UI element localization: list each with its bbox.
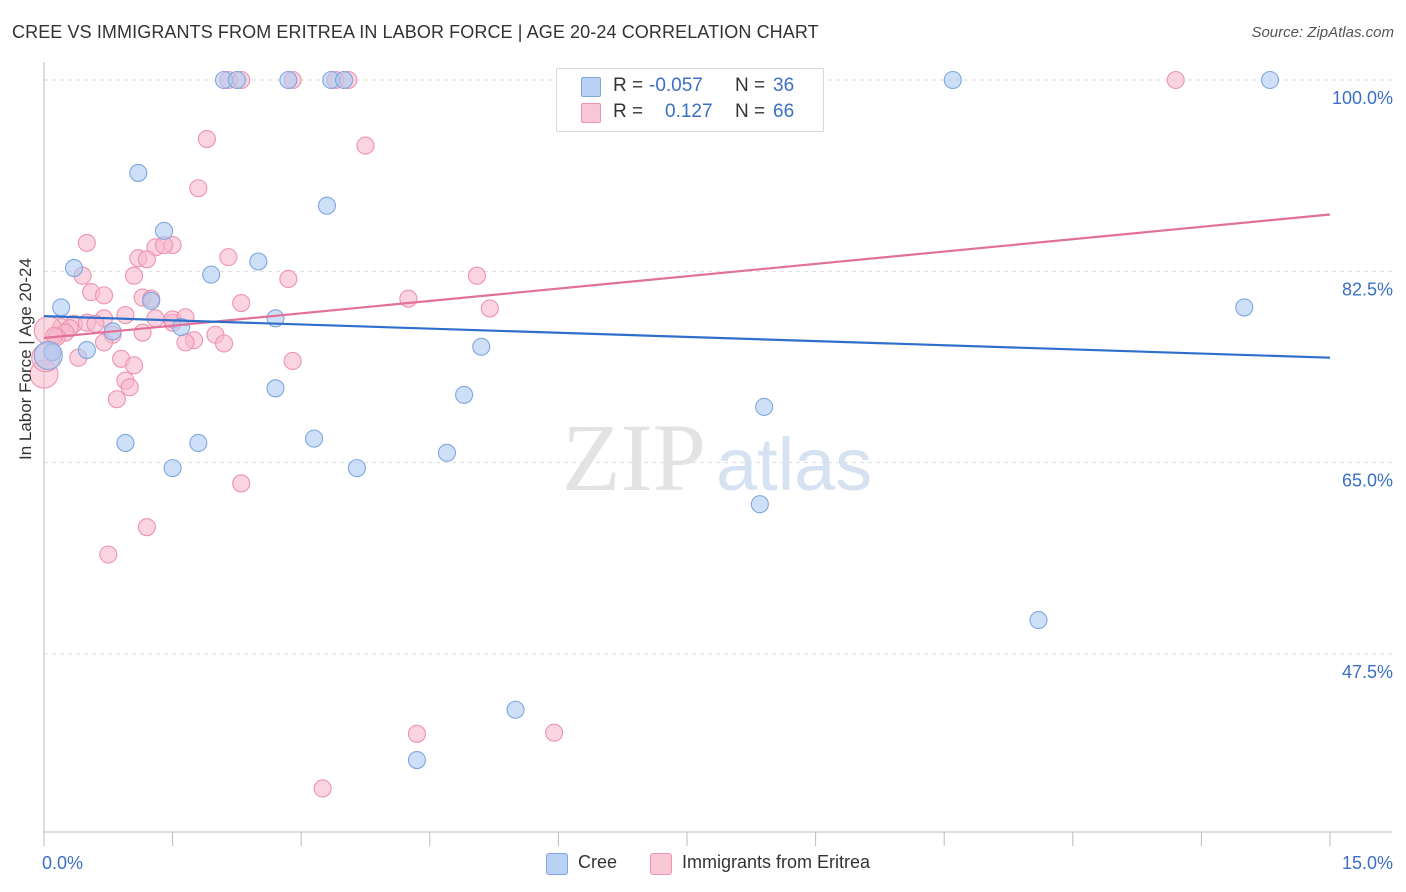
eritrea-point-61[interactable] — [407, 724, 426, 743]
cree-point-20[interactable] — [77, 341, 96, 360]
correlation-legend: R = -0.057 N = 36 R = 0.127 N = 66 — [556, 68, 824, 132]
eritrea-point-25[interactable] — [232, 293, 251, 313]
eritrea-point-20[interactable] — [467, 266, 487, 285]
y-tick-label-1: 82.5% — [1342, 279, 1393, 299]
legend-n-value-cree: 36 — [773, 75, 795, 96]
legend-r-value-cree: -0.057 — [649, 75, 703, 96]
eritrea-trend-line — [43, 213, 1331, 340]
eritrea-point-18[interactable] — [124, 266, 144, 285]
eritrea-point-60[interactable] — [99, 545, 118, 564]
series-cree — [33, 70, 1280, 770]
cree-point-2[interactable] — [279, 70, 298, 90]
eritrea-point-8[interactable] — [356, 136, 375, 155]
cree-point-23[interactable] — [455, 385, 474, 404]
cree-point-7[interactable] — [129, 163, 148, 182]
legend-n-label: N = — [735, 75, 766, 96]
eritrea-point-58[interactable] — [232, 474, 251, 493]
x-tick-label-0: 0.0% — [42, 853, 83, 873]
eritrea-point-19[interactable] — [279, 269, 298, 289]
legend-n-value-eritrea: 66 — [773, 101, 795, 122]
eritrea-point-15[interactable] — [137, 250, 156, 269]
cree-point-28[interactable] — [437, 443, 456, 462]
cree-point-21[interactable] — [472, 337, 491, 356]
eritrea-point-7[interactable] — [197, 129, 216, 149]
cree-point-30[interactable] — [347, 459, 366, 478]
x-tick-label-1: 15.0% — [1342, 853, 1393, 873]
watermark: ZIP atlas — [562, 404, 872, 511]
eritrea-point-56[interactable] — [107, 390, 126, 409]
eritrea-point-62[interactable] — [545, 723, 564, 742]
cree-point-25[interactable] — [116, 433, 135, 453]
eritrea-point-55[interactable] — [120, 378, 139, 397]
cree-point-34[interactable] — [407, 751, 426, 770]
legend-r-label: R = — [613, 101, 644, 122]
cree-point-8[interactable] — [317, 196, 336, 215]
eritrea-point-22[interactable] — [94, 286, 114, 305]
y-tick-label-2: 65.0% — [1342, 471, 1393, 491]
legend-label-cree: Cree — [578, 852, 618, 872]
cree-point-9[interactable] — [154, 221, 174, 240]
cree-point-13[interactable] — [142, 291, 161, 310]
cree-point-22[interactable] — [266, 379, 285, 398]
cree-point-4[interactable] — [335, 70, 354, 90]
y-axis-label: In Labor Force | Age 20-24 — [16, 258, 35, 460]
legend-label-eritrea: Immigrants from Eritrea — [682, 852, 871, 872]
cree-trend-line — [43, 315, 1331, 359]
eritrea-point-52[interactable] — [124, 356, 144, 375]
eritrea-point-59[interactable] — [137, 518, 156, 537]
eritrea-point-63[interactable] — [313, 779, 332, 798]
cree-point-29[interactable] — [163, 459, 182, 478]
cree-point-33[interactable] — [506, 700, 525, 719]
chart-title: CREE VS IMMIGRANTS FROM ERITREA IN LABOR… — [12, 22, 819, 42]
cree-point-32[interactable] — [1029, 611, 1048, 630]
cree-point-31[interactable] — [750, 495, 769, 514]
grid-lines — [44, 79, 1392, 655]
watermark-atlas: atlas — [716, 423, 872, 506]
eritrea-point-48[interactable] — [214, 334, 234, 353]
source-label: Source: ZipAtlas.com — [1251, 24, 1394, 41]
series-legend: Cree Immigrants from Eritrea — [0, 852, 1406, 878]
cree-point-12[interactable] — [202, 265, 221, 284]
legend-swatch-eritrea — [650, 853, 672, 875]
eritrea-point-53[interactable] — [283, 351, 302, 371]
cree-point-15[interactable] — [1235, 298, 1254, 317]
axes — [43, 62, 1392, 846]
trend-lines — [43, 213, 1331, 359]
y-tick-label-0: 100.0% — [1332, 88, 1393, 108]
cree-point-5[interactable] — [943, 70, 962, 90]
cree-point-27[interactable] — [305, 429, 324, 448]
eritrea-point-43[interactable] — [133, 323, 152, 342]
legend-r-value-eritrea: 0.127 — [665, 101, 713, 122]
eritrea-point-31[interactable] — [146, 309, 165, 328]
cree-point-17[interactable] — [172, 318, 191, 337]
eritrea-point-9[interactable] — [189, 179, 208, 198]
legend-swatch-eritrea — [581, 103, 601, 123]
cree-point-14[interactable] — [52, 298, 71, 317]
legend-n-label: N = — [735, 101, 766, 122]
eritrea-point-28[interactable] — [116, 306, 135, 325]
cree-point-35[interactable] — [33, 340, 63, 371]
eritrea-point-27[interactable] — [480, 299, 499, 318]
eritrea-point-10[interactable] — [77, 233, 96, 252]
legend-r-label: R = — [613, 75, 644, 96]
watermark-zip: ZIP — [562, 404, 706, 511]
legend-swatch-cree — [581, 77, 601, 97]
cree-point-1[interactable] — [227, 70, 246, 90]
legend-swatch-cree — [546, 853, 568, 875]
cree-point-24[interactable] — [755, 397, 774, 416]
y-tick-label-3: 47.5% — [1342, 662, 1393, 682]
eritrea-point-5[interactable] — [1166, 70, 1185, 90]
cree-point-26[interactable] — [189, 433, 208, 453]
cree-point-6[interactable] — [1260, 70, 1280, 90]
cree-point-10[interactable] — [249, 252, 268, 271]
tick-labels: 100.0% 82.5% 65.0% 47.5% 0.0% 15.0% — [42, 88, 1393, 873]
eritrea-point-46[interactable] — [176, 333, 195, 352]
eritrea-point-16[interactable] — [219, 248, 238, 267]
cree-point-11[interactable] — [64, 259, 84, 278]
